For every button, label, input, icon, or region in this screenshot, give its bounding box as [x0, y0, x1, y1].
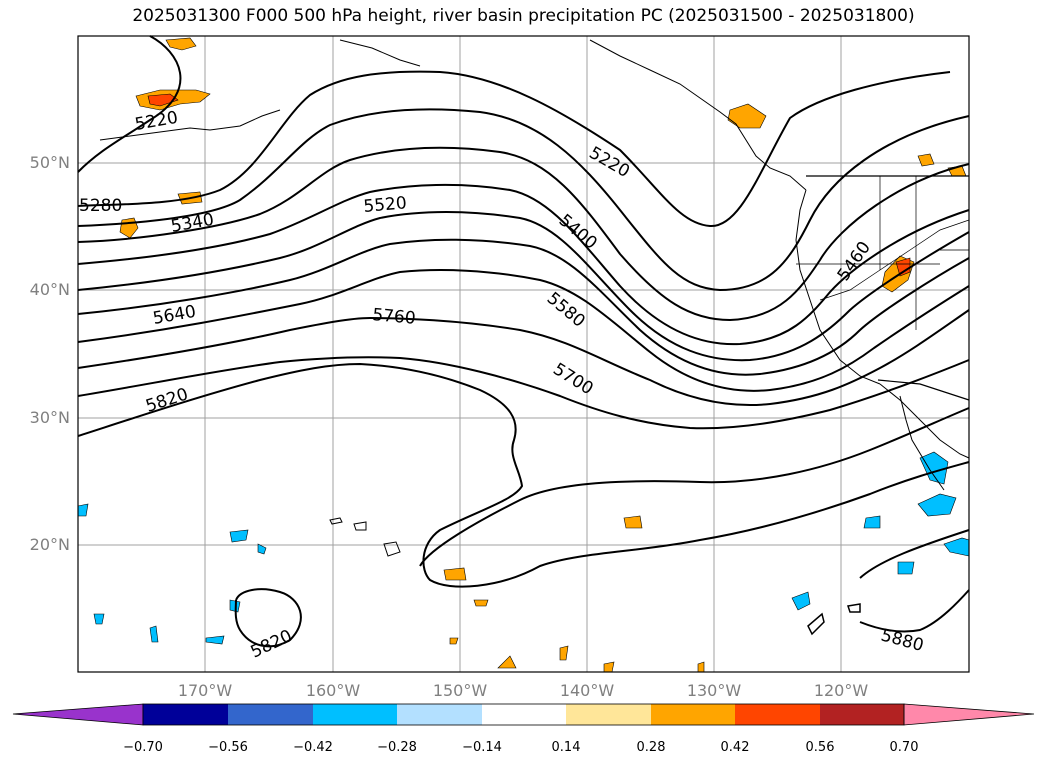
colorbar-segment — [566, 704, 651, 725]
colorbar — [12, 703, 1035, 726]
negative-anomaly-region — [897, 561, 915, 575]
colorbar-tick-label: 0.42 — [720, 740, 750, 755]
colorbar-segment — [397, 704, 482, 725]
colorbar-frame — [142, 703, 905, 726]
negative-anomaly-region — [257, 543, 267, 555]
colorbar-tick-label: −0.42 — [293, 740, 333, 755]
positive-anomaly-region — [559, 645, 569, 661]
contour-5580 — [77, 269, 970, 392]
us-west-coast — [795, 189, 881, 385]
contour-5880-north — [859, 529, 970, 579]
state-borders — [879, 176, 969, 330]
mexico-coast — [879, 383, 970, 459]
contour-5220-west — [77, 35, 182, 173]
negative-anomaly-region — [149, 625, 159, 643]
contour-5340 — [77, 146, 970, 322]
colorbar-tick-label: 0.70 — [889, 740, 919, 755]
state-border — [819, 219, 970, 301]
positive-anomaly-region — [449, 637, 459, 645]
colorbar-tick-label: −0.70 — [123, 740, 163, 755]
contour-label: 5760 — [372, 305, 417, 329]
contour-5280 — [77, 108, 970, 292]
aleutian-coast — [99, 109, 281, 141]
lat-label-20n: 20°N — [29, 535, 70, 554]
colorbar-segment — [228, 704, 313, 725]
contour-5760 — [77, 362, 970, 588]
alaska-coast — [339, 39, 421, 67]
contour-5640 — [77, 309, 970, 406]
positive-anomaly-region — [147, 93, 179, 107]
lon-label-170w: 170°W — [177, 681, 233, 700]
islands — [807, 603, 861, 636]
map-background — [78, 36, 969, 672]
contour-label: 5280 — [79, 196, 122, 216]
colorbar-tick-label: −0.28 — [377, 740, 417, 755]
positive-anomaly-region — [697, 661, 705, 673]
lat-label-40n: 40°N — [29, 280, 70, 299]
positive-anomaly-region — [895, 257, 911, 277]
colorbar-segment — [735, 704, 820, 725]
us-mexico-border — [877, 379, 970, 401]
height-contours — [77, 35, 970, 648]
lat-label-30n: 30°N — [29, 408, 70, 427]
positive-anomaly-region — [727, 103, 767, 129]
lon-label-150w: 150°W — [432, 681, 488, 700]
map-title: 2025031300 F000 500 hPa height, river ba… — [132, 6, 915, 26]
negative-anomaly-region — [917, 493, 957, 517]
contour-5220 — [77, 70, 951, 228]
positive-anomaly-region — [165, 37, 197, 51]
colorbar-segment — [143, 704, 228, 725]
contour-5820-inner — [419, 407, 970, 567]
colorbar-tick-label: −0.14 — [462, 740, 502, 755]
contour-5820-closed — [234, 588, 302, 648]
positive-anomaly-region — [497, 655, 517, 669]
colorbar-tick-label: 0.56 — [805, 740, 835, 755]
contour-5400 — [77, 183, 970, 346]
positive-anomaly-region — [917, 153, 935, 167]
colorbar-tick-label: 0.14 — [551, 740, 581, 755]
contour-5880 — [859, 589, 970, 633]
negative-anomaly-region — [229, 529, 249, 543]
contour-5520 — [77, 238, 970, 376]
colorbar-extend-low — [12, 703, 144, 726]
negative-anomaly-region — [863, 515, 881, 529]
negative-anomaly-region — [791, 591, 811, 611]
lat-label-50n: 50°N — [29, 153, 70, 172]
hawaii-islands — [329, 517, 401, 557]
positive-anomaly-region — [603, 661, 615, 673]
contour-5700 — [77, 356, 970, 430]
contour-label: 5520 — [363, 193, 408, 217]
map-frame — [77, 35, 970, 673]
lon-label-160w: 160°W — [305, 681, 361, 700]
colorbar-tick-label: −0.56 — [208, 740, 248, 755]
colorbar-segment — [651, 704, 735, 725]
positive-anomaly-region — [623, 515, 643, 529]
negative-anomaly-region — [93, 613, 105, 625]
colorbar-segment — [313, 704, 397, 725]
contour-5460 — [77, 211, 970, 362]
positive-anomaly-region — [443, 567, 467, 581]
lon-label-120w: 120°W — [813, 681, 869, 700]
positive-anomaly-region — [473, 599, 489, 607]
graticule — [78, 36, 969, 672]
baja-coast — [899, 395, 945, 491]
colorbar-segment — [820, 704, 904, 725]
alaska-panhandle-coast — [589, 39, 807, 191]
negative-anomaly-region — [77, 503, 89, 517]
colorbar-extend-high — [903, 703, 1035, 726]
negative-anomaly-region — [919, 451, 949, 485]
lon-label-140w: 140°W — [559, 681, 615, 700]
colorbar-segment — [482, 704, 566, 725]
negative-anomaly-region — [205, 635, 225, 645]
colorbar-tick-label: 0.28 — [636, 740, 666, 755]
lon-label-130w: 130°W — [686, 681, 742, 700]
